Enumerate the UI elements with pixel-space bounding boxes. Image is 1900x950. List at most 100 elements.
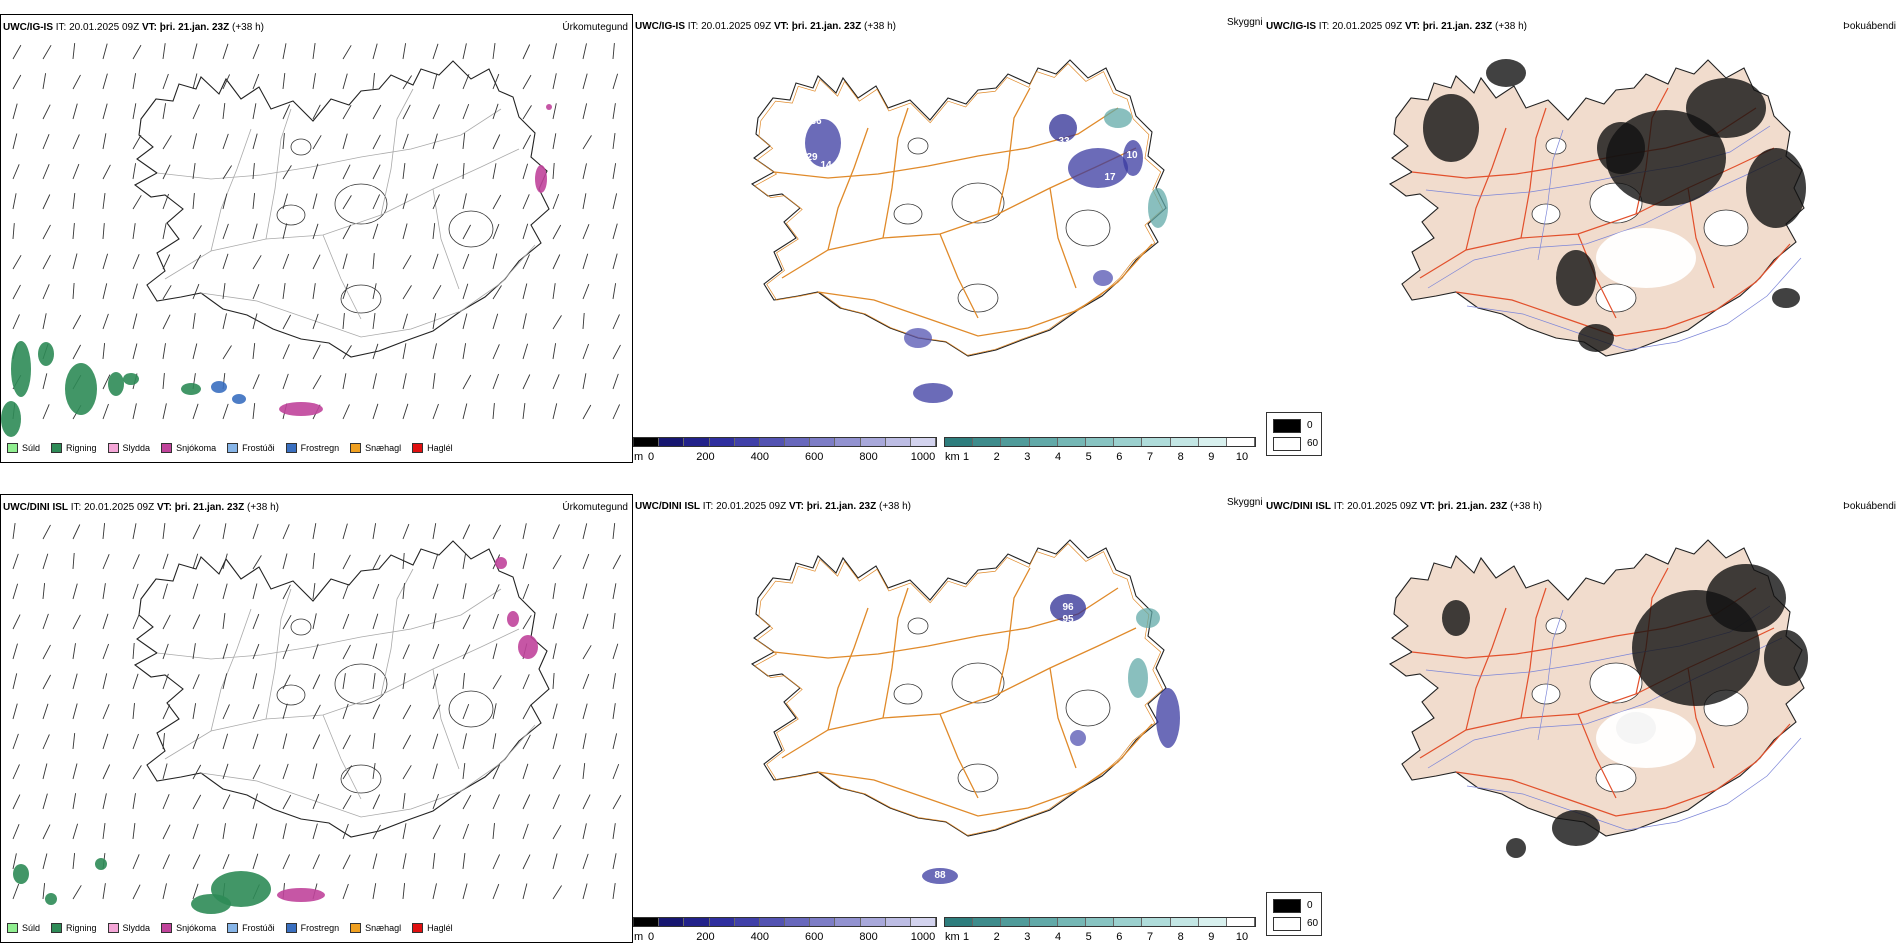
wind-barb [42,104,51,120]
wind-barb [432,613,437,630]
glacier-outline [957,283,999,313]
wind-barb [372,643,378,660]
wind-barb [72,43,76,60]
wind-barb [42,644,51,660]
wind-barb [582,343,590,360]
wind-barb [282,344,290,360]
wind-barb [522,254,530,270]
wind-barb [372,853,378,870]
wind-barb [492,794,500,810]
wind-barb [612,763,620,780]
wind-barb [432,194,440,210]
wind-barb [282,73,286,90]
wind-barb [402,104,411,120]
wind-barb [432,824,441,840]
wind-barb [402,734,411,750]
wind-barb [252,163,255,180]
wind-barb [492,373,500,390]
wind-barb [492,703,497,720]
colorbar-tick: 3 [1024,451,1031,463]
colorbar-cell [684,918,710,926]
legend-swatch [227,923,239,933]
colorbar-strip [944,437,1256,447]
colorbar-tick: 400 [750,931,769,943]
wind-barb [162,193,170,210]
wind-barb [402,43,407,60]
rain-area [123,373,139,385]
wind-barb [492,253,498,270]
legend-label: Snjókoma [176,923,217,933]
fog-key-swatch [1273,917,1301,931]
wind-barb [252,613,260,630]
wind-barb [552,162,555,180]
wind-barb [132,195,142,210]
wind-barb [102,403,109,420]
wind-barb [582,823,587,840]
wind-barb [372,373,377,390]
road [322,714,362,800]
wind-barb [162,883,167,900]
road [1577,713,1617,799]
wind-barb [222,133,229,150]
wind-barb [222,313,227,330]
wind-barb [612,314,620,330]
road [1455,243,1791,337]
road [1687,187,1715,289]
colorbar-cell [709,438,735,446]
snow-area [535,165,547,193]
legend-item: Snæhagl [350,923,401,933]
colorbar-tick: 9 [1208,931,1215,943]
wind-barb [312,254,321,270]
low-visibility-area [922,868,958,884]
wind-barb [132,523,137,540]
wind-barb [12,824,20,840]
colorbar-cell [1114,918,1143,926]
wind-barb [222,403,229,420]
wind-barb [252,853,259,870]
river [1537,609,1564,741]
freezing-rain-area [232,394,246,404]
wind-barb [342,703,349,720]
wind-barb [312,163,319,180]
wind-barb [582,373,587,390]
wind-barb [402,583,405,600]
low-visibility-area [1049,114,1077,142]
fog-area [1764,630,1808,686]
rain-area [45,893,57,905]
wind-barb [402,853,407,870]
wind-barb [582,553,590,570]
colorbar-cell [945,918,974,926]
wind-barb [162,553,169,570]
wind-barb [162,73,169,90]
wind-barb [342,613,350,630]
wind-barb [492,194,502,210]
wind-barb [12,314,20,330]
wind-barb [372,73,375,90]
wind-barb [462,853,466,870]
wind-barb [162,523,166,540]
wind-barb [432,284,442,300]
wind-barb [72,134,80,150]
wind-barb [492,223,500,240]
wind-barb [522,883,528,900]
wind-barb [252,255,262,270]
panel-kind: Þokuábendi [1843,21,1896,32]
legend-label: Slydda [122,923,151,933]
wind-barb [132,283,138,300]
wind-barb [252,284,260,300]
glacier-outline [907,617,929,635]
wind-barb [522,403,526,420]
fog-key-swatch [1273,437,1301,451]
colorbar-tick: 5 [1085,931,1092,943]
wind-barb [612,283,617,300]
wind-barb [102,343,106,360]
wind-barb [102,193,106,210]
wind-barb [102,613,109,630]
fog-panel-bottom: UWC/DINI ISL IT: 20.01.2025 09Z VT: þri.… [1266,494,1900,943]
legend-swatch [412,443,424,453]
visibility-panel-top: UWC/IG-IS IT: 20.01.2025 09Z VT: þri. 21… [633,14,1266,463]
legend-item: Rigning [51,923,97,933]
wind-barb [252,555,262,570]
colorbar-strip [944,917,1256,927]
wind-barb [192,703,197,720]
